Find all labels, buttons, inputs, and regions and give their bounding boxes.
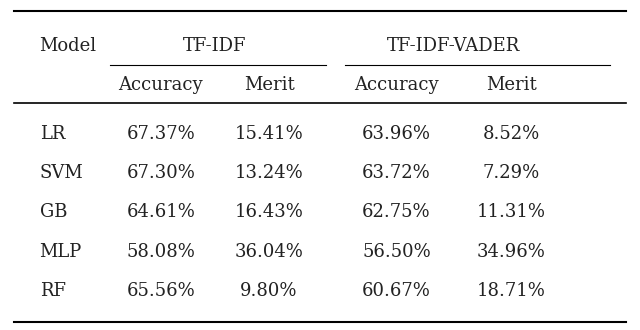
Text: 13.24%: 13.24% [235,164,303,182]
Text: 9.80%: 9.80% [240,282,298,300]
Text: 58.08%: 58.08% [126,243,195,261]
Text: Accuracy: Accuracy [354,76,439,94]
Text: 56.50%: 56.50% [362,243,431,261]
Text: MLP: MLP [40,243,82,261]
Text: Merit: Merit [244,76,294,94]
Text: 34.96%: 34.96% [477,243,546,261]
Text: 16.43%: 16.43% [235,204,303,221]
Text: RF: RF [40,282,66,300]
Text: Merit: Merit [486,76,536,94]
Text: 63.96%: 63.96% [362,125,431,143]
Text: 60.67%: 60.67% [362,282,431,300]
Text: GB: GB [40,204,67,221]
Text: 7.29%: 7.29% [483,164,540,182]
Text: 8.52%: 8.52% [483,125,540,143]
Text: SVM: SVM [40,164,83,182]
Text: 63.72%: 63.72% [362,164,431,182]
Text: 36.04%: 36.04% [235,243,303,261]
Text: 64.61%: 64.61% [126,204,195,221]
Text: 11.31%: 11.31% [477,204,546,221]
Text: LR: LR [40,125,65,143]
Text: 62.75%: 62.75% [362,204,431,221]
Text: 15.41%: 15.41% [235,125,303,143]
Text: TF-IDF-VADER: TF-IDF-VADER [387,37,520,54]
Text: 67.30%: 67.30% [126,164,195,182]
Text: Model: Model [40,37,97,54]
Text: 65.56%: 65.56% [126,282,195,300]
Text: 18.71%: 18.71% [477,282,546,300]
Text: 67.37%: 67.37% [126,125,195,143]
Text: TF-IDF: TF-IDF [183,37,246,54]
Text: Accuracy: Accuracy [118,76,203,94]
